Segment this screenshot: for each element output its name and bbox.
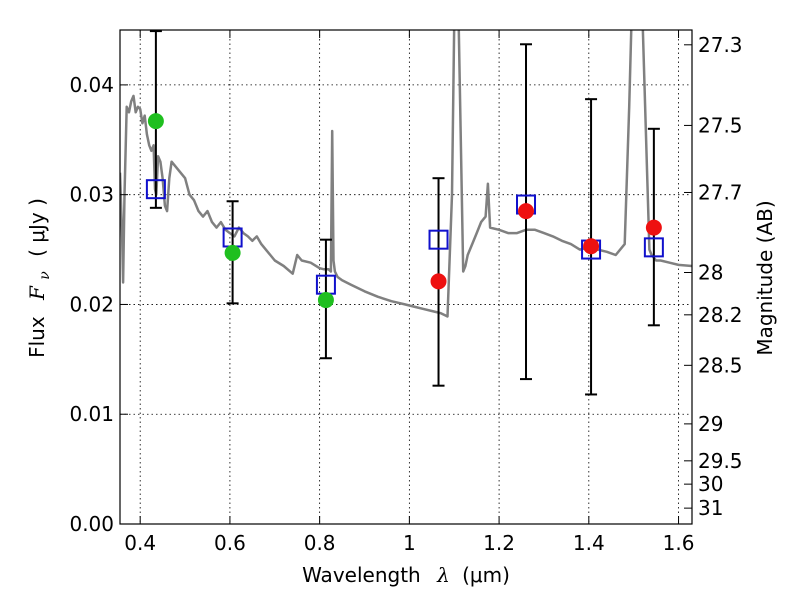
- x-tick-label: 1.2: [483, 531, 515, 555]
- y2-tick-label: 29.5: [698, 449, 743, 473]
- y2-axis-label: Magnitude (AB): [753, 200, 777, 355]
- y2-tick-label: 27.7: [698, 180, 743, 204]
- y-tick-label: 0.04: [69, 73, 114, 97]
- x-tick-label: 1.4: [573, 531, 605, 555]
- y-axis-label: Flux F ν ( μJy ): [25, 198, 54, 358]
- x-tick-label: 0.6: [214, 531, 246, 555]
- axis-ticks: 0.4 0.6 0.8 1 1.2 1.4 1.6 0.00 0.01 0.02 0.03 0.04 2…: [69, 30, 743, 555]
- observed-point-green: [317, 292, 334, 309]
- y2-tick-label: 31: [698, 496, 723, 520]
- observed-point-red: [518, 203, 535, 220]
- y2-tick-label: 30: [698, 472, 723, 496]
- model-point: [643, 237, 664, 258]
- y2-tick-label: 28.2: [698, 303, 743, 327]
- x-axis-label-symbol: λ: [436, 563, 450, 587]
- observed-point-red: [583, 238, 600, 255]
- y-tick-label: 0.03: [69, 183, 114, 207]
- y-axis-label-text: Flux: [25, 316, 49, 358]
- observed-point-red: [645, 219, 662, 236]
- x-tick-label: 1: [403, 531, 416, 555]
- observed-point-green: [147, 113, 164, 130]
- x-axis-label-text: Wavelength: [302, 563, 421, 587]
- x-axis-label: Wavelength λ (μm): [302, 563, 510, 587]
- sed-curve-layer: [120, 30, 692, 318]
- model-point: [428, 229, 449, 250]
- y2-tick-label: 28.5: [698, 353, 743, 377]
- y-tick-label: 0.02: [69, 292, 114, 316]
- y-axis-label-subscript: ν: [37, 271, 53, 280]
- y2-tick-label: 27.3: [698, 33, 743, 57]
- markers: [145, 113, 664, 309]
- plot-frame: [119, 29, 693, 525]
- model-point: [145, 179, 166, 200]
- x-tick-label: 1.6: [663, 531, 695, 555]
- y2-tick-label: 28: [698, 261, 723, 285]
- y-tick-label: 0.01: [69, 402, 114, 426]
- x-axis-label-unit: (μm): [462, 563, 510, 587]
- observed-point-red: [430, 273, 447, 290]
- sed-curve: [120, 30, 692, 318]
- y-tick-label: 0.00: [69, 512, 114, 536]
- y2-tick-label: 29: [698, 412, 723, 436]
- observed-point-green: [224, 244, 241, 261]
- x-tick-label: 0.8: [304, 531, 336, 555]
- y2-tick-label: 27.5: [698, 113, 743, 137]
- y-axis-label-unit: ( μJy ): [25, 198, 49, 257]
- y-axis-label-symbol: F: [25, 285, 49, 301]
- x-tick-label: 0.4: [124, 531, 156, 555]
